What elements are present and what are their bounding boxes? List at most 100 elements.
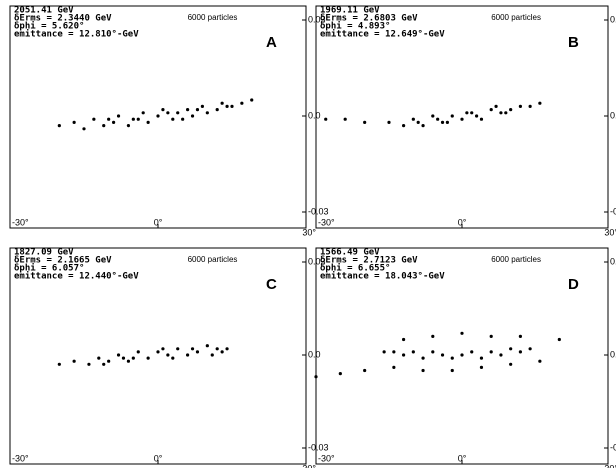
particle: [421, 356, 425, 360]
particle: [431, 350, 435, 354]
particle: [190, 114, 195, 118]
particle: [479, 356, 484, 360]
particle: [136, 117, 140, 121]
particle: [411, 117, 415, 121]
particle: [97, 356, 101, 360]
particle: [489, 108, 493, 112]
particle: [479, 117, 484, 121]
annotation: δphi = 5.620°: [14, 21, 84, 32]
particle: [338, 372, 342, 376]
annotation: 6000 particles: [188, 255, 238, 264]
annotation: 6000 particles: [491, 13, 541, 22]
particle: [465, 111, 469, 115]
particle: [116, 353, 121, 357]
particle: [126, 359, 130, 363]
annotation: δphi = 4.893°: [320, 21, 390, 32]
particle: [518, 334, 523, 338]
panel-letter: A: [266, 34, 277, 51]
particle: [440, 120, 445, 124]
annotation: emittance = 18.043°-GeV: [320, 271, 445, 282]
particle: [387, 120, 391, 124]
panel-letter: C: [266, 276, 277, 293]
particle: [87, 362, 91, 366]
particle: [450, 114, 454, 118]
particle: [82, 127, 86, 131]
particle: [141, 111, 145, 115]
particle: [166, 111, 170, 115]
particle: [343, 117, 347, 121]
x-tick-label: 30°: [302, 227, 316, 237]
particle: [205, 111, 209, 115]
particle: [509, 108, 513, 112]
particle: [518, 350, 523, 354]
particle: [102, 362, 106, 366]
particle: [230, 104, 234, 108]
particle: [205, 344, 209, 348]
particle: [176, 347, 180, 351]
particle: [528, 104, 532, 108]
particle: [107, 117, 111, 121]
y-tick-label: -0.03: [308, 442, 329, 452]
annotation: 1969.11 GeV: [320, 6, 380, 16]
particle: [440, 353, 445, 357]
particle: [431, 114, 435, 118]
particle: [240, 101, 244, 105]
particle: [156, 350, 160, 354]
particle: [538, 101, 542, 105]
particle: [499, 353, 503, 357]
particle: [186, 108, 190, 112]
annotation: δphi = 6.655°: [320, 263, 390, 274]
y-tick-label: 0.0: [308, 349, 321, 359]
particle: [421, 368, 425, 373]
x-tick-label: -30°: [318, 453, 335, 463]
particle: [195, 350, 200, 354]
particle: [363, 120, 367, 124]
y-tick-label: 0.0: [308, 110, 321, 120]
particle: [431, 334, 435, 338]
particle: [250, 98, 254, 102]
y-tick-label: 0.03: [610, 14, 616, 24]
y-tick-label: 0.03: [610, 256, 616, 266]
particle: [416, 120, 420, 124]
annotation: 1827.09 GeV: [14, 248, 74, 258]
x-tick-label: 30°: [302, 463, 316, 468]
particle: [146, 120, 150, 124]
particle: [102, 124, 106, 128]
particle: [489, 350, 493, 354]
particle: [499, 111, 503, 115]
particle: [161, 108, 165, 112]
y-tick-label: -0.03: [610, 206, 616, 216]
particle: [107, 359, 111, 363]
particle: [136, 350, 140, 354]
particle: [421, 124, 425, 128]
particle: [166, 353, 170, 357]
x-tick-label: 30°: [604, 463, 616, 468]
particle: [161, 347, 165, 351]
particle: [225, 347, 229, 351]
x-tick-label: 0°: [458, 453, 467, 463]
annotation: 2051.41 GeV: [14, 6, 74, 16]
annotation: δErms = 2.3440 GeV: [14, 14, 112, 24]
particle: [494, 104, 498, 108]
particle: [181, 117, 185, 121]
particle: [156, 114, 160, 118]
x-tick-label: -30°: [12, 217, 29, 227]
particle: [314, 375, 318, 379]
particle: [116, 114, 121, 118]
annotation: emittance = 12.810°-GeV: [14, 29, 139, 40]
x-tick-label: -30°: [12, 453, 29, 463]
particle: [504, 111, 508, 115]
particle: [190, 347, 195, 351]
particle: [460, 353, 464, 357]
y-tick-label: 0.03: [308, 256, 326, 266]
particle: [57, 124, 61, 128]
particle: [112, 120, 116, 124]
particle: [470, 111, 474, 115]
particle: [489, 334, 493, 338]
particle: [171, 117, 175, 121]
particle: [220, 350, 224, 354]
particle: [363, 368, 367, 373]
particle: [121, 356, 126, 360]
particle: [225, 104, 229, 108]
